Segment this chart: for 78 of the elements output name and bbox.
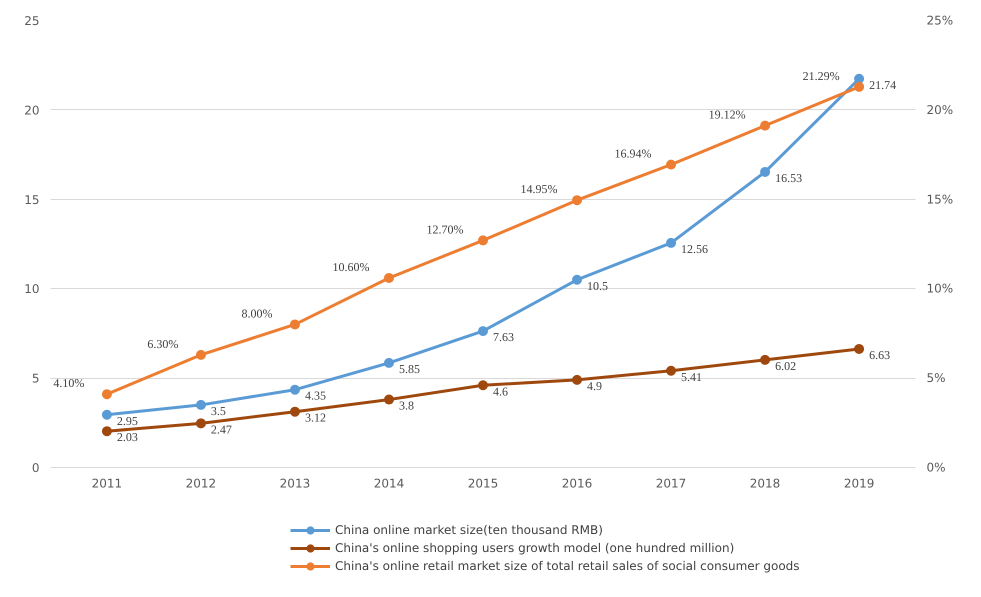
point — [196, 418, 206, 428]
x-tick-label: 2019 — [844, 476, 874, 490]
point — [760, 166, 770, 177]
data-label: 10.60% — [332, 260, 370, 274]
point — [478, 326, 488, 336]
point — [102, 389, 112, 400]
data-label: 3.5 — [210, 404, 226, 418]
data-label: 16.94% — [614, 146, 652, 161]
point — [478, 235, 488, 246]
data-label: 12.70% — [426, 222, 464, 236]
y-tick-label: 20 — [24, 103, 40, 118]
y-tick-label: 0 — [32, 461, 40, 475]
point — [666, 160, 676, 170]
y2-tick-label: 10% — [926, 282, 954, 296]
x-tick-label: 2016 — [562, 476, 592, 490]
point — [196, 400, 206, 410]
y-tick-label: 15 — [24, 192, 40, 207]
point — [478, 380, 488, 390]
x-tick-label: 2015 — [468, 476, 498, 490]
data-label: 6.02 — [775, 358, 796, 373]
x-tick-label: 2012 — [186, 476, 216, 490]
y-tick-label: 10 — [24, 282, 40, 296]
y2-tick-label: 15% — [926, 192, 954, 206]
data-label: 3.12 — [304, 410, 326, 425]
point — [572, 274, 582, 285]
data-label: 6.63 — [869, 348, 890, 362]
point — [854, 82, 864, 92]
data-label: 2.03 — [116, 430, 138, 444]
data-label: 4.6 — [493, 384, 508, 398]
y-tick-label: 5 — [32, 372, 40, 386]
point — [384, 394, 394, 405]
data-label: 12.56 — [681, 242, 708, 256]
data-label: 4.9 — [587, 378, 602, 393]
legend-label: China's online shopping users growth model (one hundred million) — [335, 540, 734, 557]
point — [572, 374, 582, 385]
data-label: 16.53 — [775, 170, 802, 185]
data-label: 6.30% — [147, 336, 178, 351]
point — [854, 344, 864, 354]
y2-tick-label: 0% — [926, 460, 946, 474]
point — [666, 238, 676, 248]
point — [384, 358, 394, 368]
x-tick-label: 2018 — [750, 476, 780, 490]
x-tick-label: 2017 — [656, 476, 686, 490]
x-tick-label: 2014 — [374, 476, 404, 490]
data-label: 19.12% — [708, 108, 746, 122]
data-label: 21.29% — [802, 68, 840, 83]
point — [290, 406, 300, 417]
point — [290, 319, 300, 330]
data-label: 8.00% — [241, 306, 272, 320]
data-label: 14.95% — [520, 182, 558, 196]
y2-tick-label: 5% — [926, 371, 946, 386]
data-label: 5.41 — [681, 370, 702, 384]
point — [102, 410, 112, 420]
legend-label: China online market size(ten thousand RMB) — [335, 522, 603, 539]
data-label: 2.47 — [210, 422, 232, 436]
point — [572, 195, 582, 206]
point — [854, 74, 864, 84]
y2-tick-label: 25% — [926, 14, 954, 28]
point — [760, 120, 770, 131]
data-label: 5.85 — [398, 362, 420, 376]
data-label: 21.74 — [869, 78, 896, 92]
point — [384, 272, 394, 283]
y2-tick-label: 20% — [926, 102, 954, 117]
data-label: 10.5 — [587, 278, 608, 293]
data-label: 3.8 — [398, 398, 414, 413]
point — [760, 354, 770, 365]
point — [290, 384, 300, 395]
data-label: 4.35 — [304, 388, 326, 403]
data-label: 7.63 — [493, 330, 514, 344]
point — [196, 350, 206, 360]
data-label: 4.10% — [53, 376, 84, 390]
point — [666, 366, 676, 376]
y-tick-label: 25 — [24, 14, 40, 28]
x-tick-label: 2011 — [92, 476, 122, 490]
x-tick-label: 2013 — [280, 476, 310, 490]
point — [102, 426, 112, 436]
data-label: 2.95 — [116, 414, 138, 428]
legend-label: China's online retail market size of total retail sales of social consumer goods — [335, 558, 800, 575]
